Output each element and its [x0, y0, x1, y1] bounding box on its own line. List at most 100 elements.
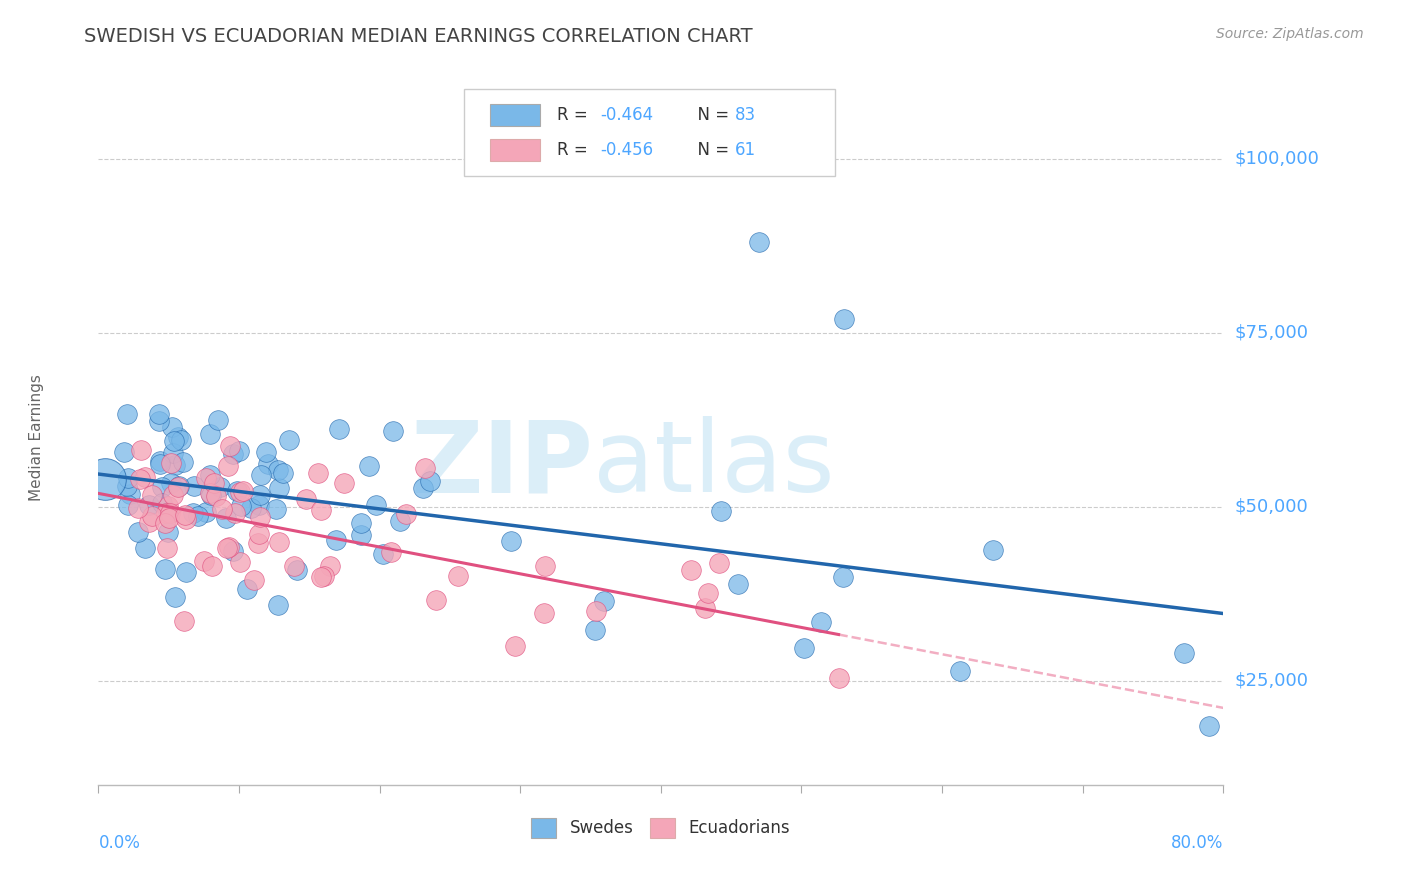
- Point: [155, 562, 177, 576]
- Point: [167, 430, 190, 444]
- Point: [157, 524, 180, 539]
- Point: [228, 443, 250, 458]
- Text: $25,000: $25,000: [1234, 672, 1309, 690]
- Point: [357, 458, 380, 473]
- Point: [219, 439, 242, 453]
- Text: Median Earnings: Median Earnings: [30, 374, 44, 500]
- Point: [592, 593, 614, 607]
- Point: [583, 624, 606, 638]
- Point: [727, 576, 749, 591]
- Point: [215, 541, 238, 555]
- Point: [129, 443, 152, 458]
- Point: [332, 475, 354, 490]
- Point: [319, 559, 342, 574]
- Point: [163, 458, 186, 472]
- Point: [382, 424, 405, 438]
- Point: [246, 536, 269, 550]
- Text: N =: N =: [686, 141, 734, 160]
- Point: [325, 533, 347, 547]
- Point: [307, 466, 329, 480]
- Point: [533, 607, 555, 621]
- Point: [222, 544, 245, 558]
- Point: [447, 569, 470, 583]
- Point: [163, 434, 186, 448]
- Point: [120, 487, 142, 501]
- Point: [148, 414, 170, 428]
- Text: atlas: atlas: [593, 417, 835, 514]
- Point: [187, 508, 209, 523]
- Text: -0.456: -0.456: [600, 141, 654, 160]
- Point: [153, 516, 176, 530]
- Point: [195, 505, 218, 519]
- Point: [149, 453, 172, 467]
- Point: [236, 582, 259, 596]
- Point: [215, 511, 238, 525]
- Point: [138, 498, 160, 512]
- Text: $100,000: $100,000: [1234, 150, 1319, 168]
- Point: [229, 555, 252, 569]
- Point: [231, 499, 253, 513]
- Point: [174, 512, 197, 526]
- Point: [269, 481, 291, 495]
- Point: [173, 614, 195, 628]
- Point: [693, 601, 716, 615]
- Text: 61: 61: [735, 141, 756, 160]
- Point: [222, 447, 245, 461]
- Point: [157, 500, 180, 514]
- Point: [247, 526, 270, 541]
- Text: ZIP: ZIP: [411, 417, 593, 514]
- Point: [503, 640, 526, 654]
- Point: [207, 413, 229, 427]
- Point: [115, 408, 138, 422]
- Point: [172, 455, 194, 469]
- Point: [129, 472, 152, 486]
- Point: [165, 590, 187, 604]
- Point: [155, 506, 177, 520]
- Point: [141, 508, 163, 523]
- Point: [157, 510, 180, 524]
- Point: [160, 475, 183, 490]
- Point: [117, 471, 139, 485]
- Point: [200, 427, 222, 442]
- Point: [585, 604, 607, 618]
- Point: [285, 563, 308, 577]
- Point: [412, 481, 434, 495]
- Point: [183, 506, 205, 520]
- Point: [679, 563, 702, 577]
- Point: [209, 480, 232, 494]
- Point: [388, 514, 411, 528]
- Point: [697, 586, 720, 600]
- Legend: Swedes, Ecuadorians: Swedes, Ecuadorians: [523, 809, 799, 847]
- Point: [150, 496, 173, 510]
- Text: $50,000: $50,000: [1234, 498, 1308, 516]
- Point: [328, 422, 350, 436]
- Point: [127, 524, 149, 539]
- Point: [350, 528, 373, 542]
- Point: [395, 507, 418, 521]
- Text: 83: 83: [735, 106, 756, 124]
- FancyBboxPatch shape: [464, 89, 835, 177]
- Point: [150, 480, 173, 494]
- Point: [267, 463, 290, 477]
- Point: [419, 474, 441, 488]
- Point: [425, 593, 447, 607]
- Point: [254, 444, 277, 458]
- Point: [413, 460, 436, 475]
- Point: [247, 498, 270, 512]
- Point: [167, 478, 190, 492]
- Point: [793, 640, 815, 655]
- Text: Source: ZipAtlas.com: Source: ZipAtlas.com: [1216, 27, 1364, 41]
- Point: [162, 446, 184, 460]
- Point: [94, 472, 117, 486]
- Point: [201, 559, 224, 574]
- Point: [295, 492, 318, 507]
- Point: [141, 488, 163, 502]
- Point: [202, 475, 225, 490]
- Point: [499, 533, 522, 548]
- Point: [267, 598, 290, 612]
- Point: [198, 468, 221, 483]
- Point: [211, 502, 233, 516]
- Point: [242, 573, 264, 587]
- Text: 80.0%: 80.0%: [1171, 834, 1223, 852]
- Point: [1173, 646, 1195, 660]
